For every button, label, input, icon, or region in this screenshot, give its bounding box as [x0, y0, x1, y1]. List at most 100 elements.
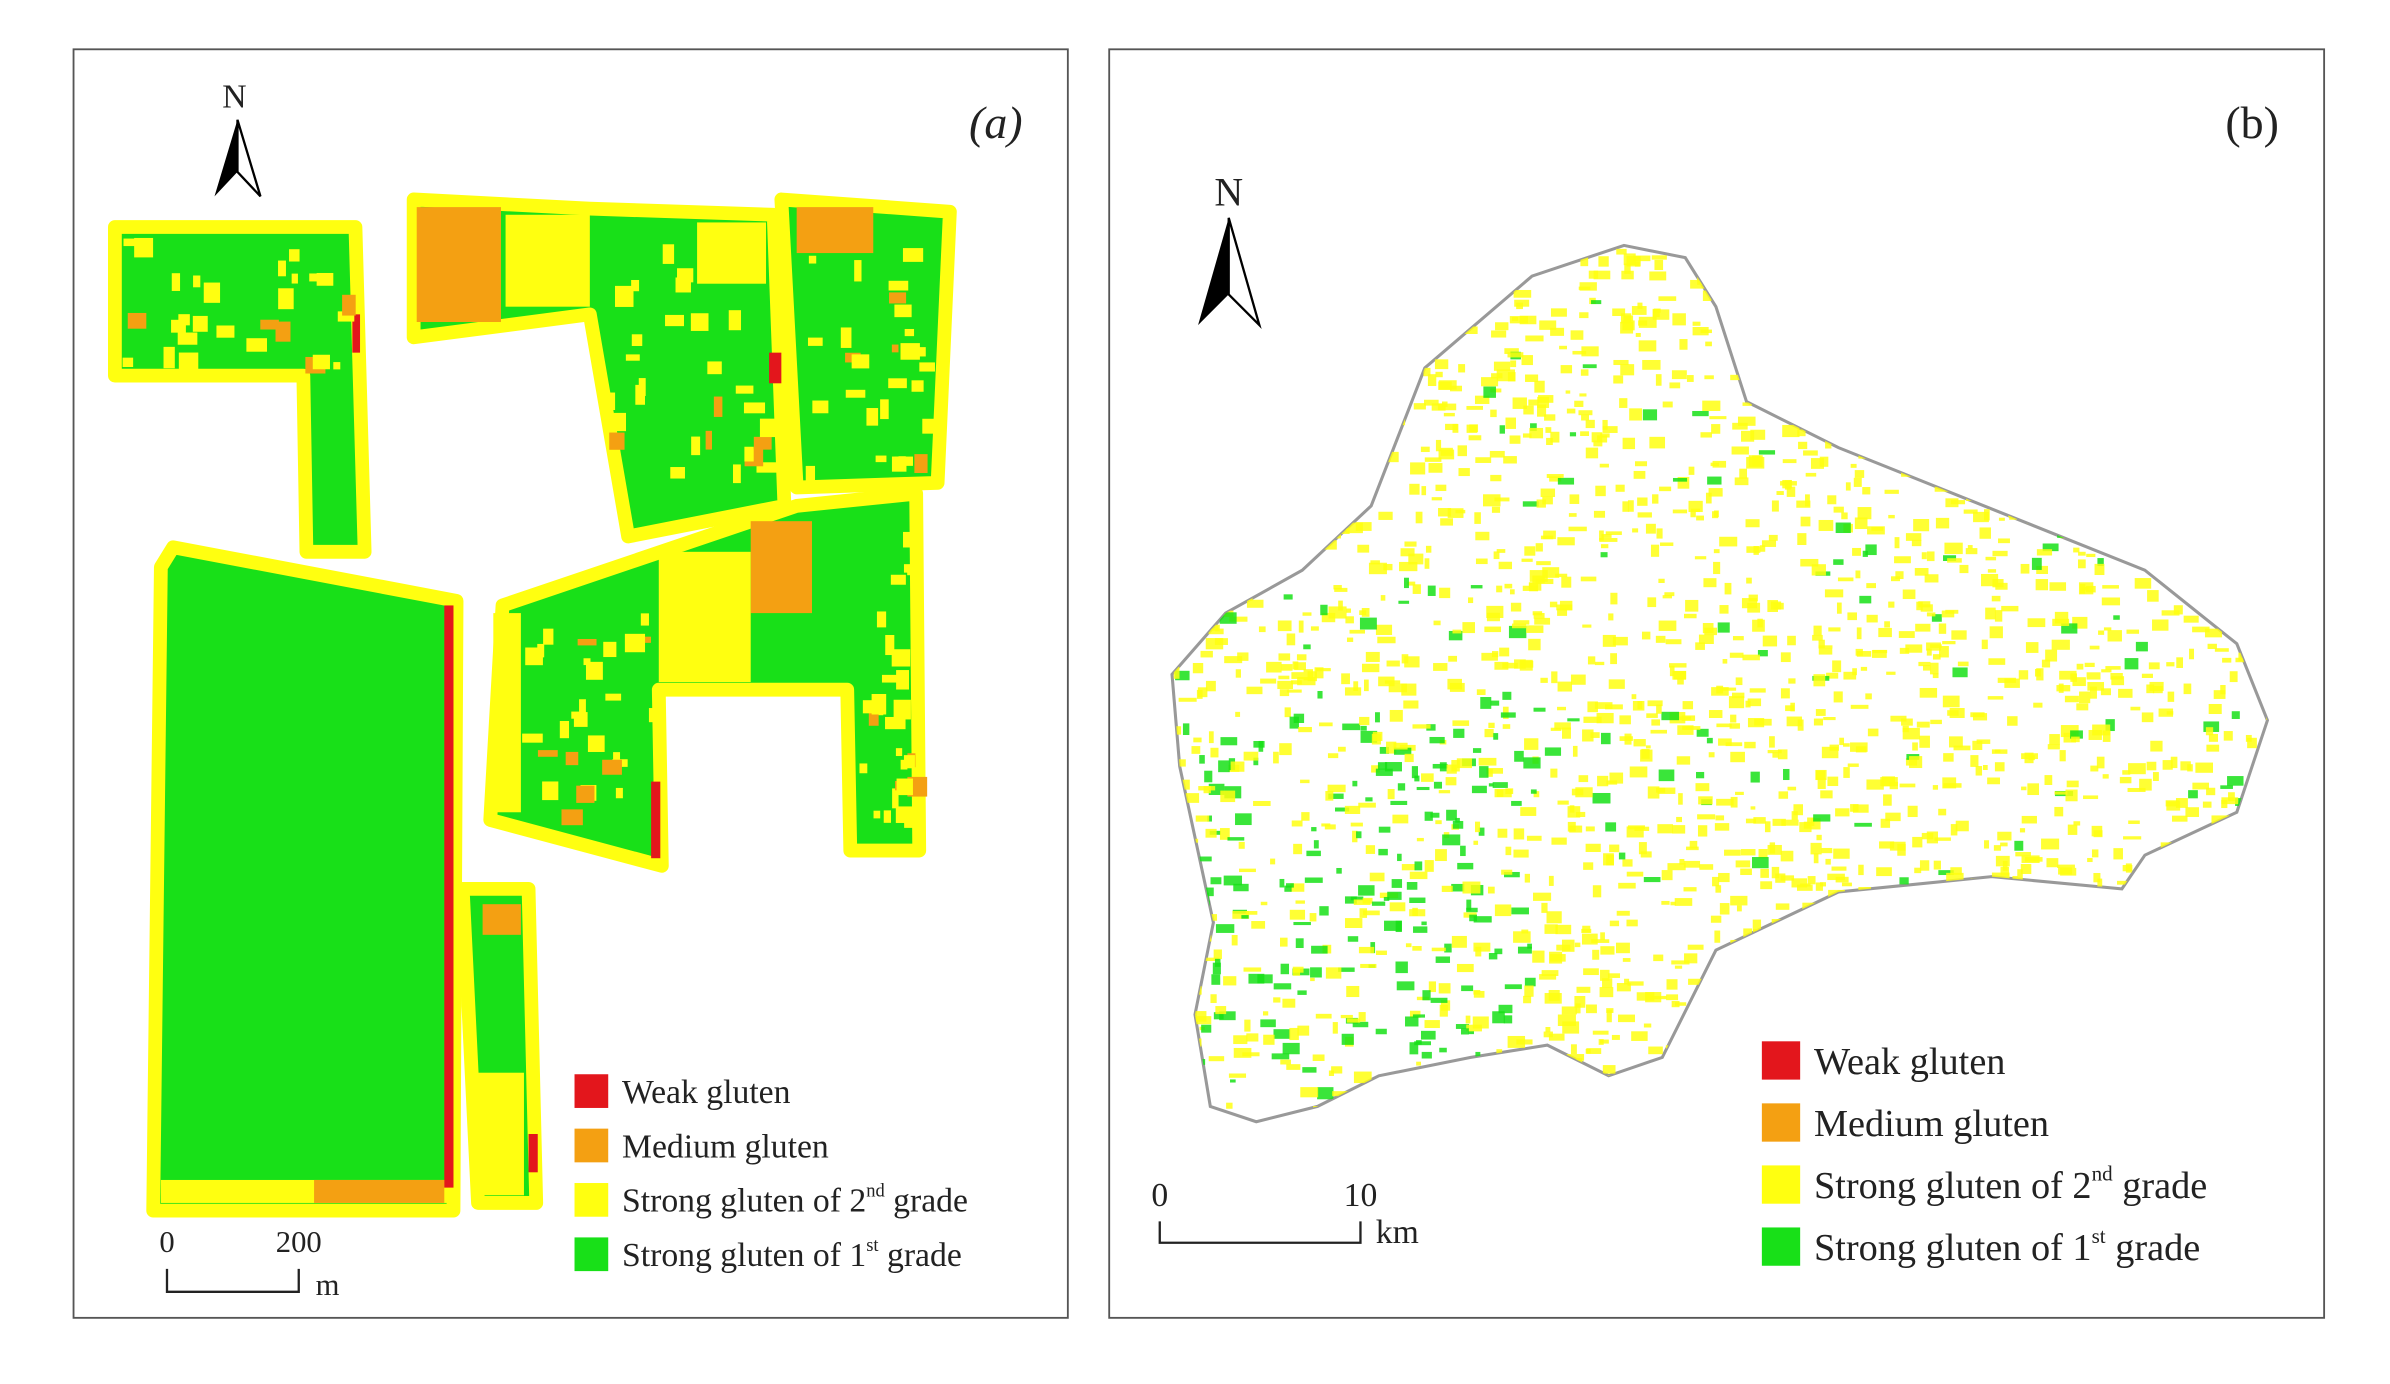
pixel	[2041, 659, 2051, 668]
pixel	[1676, 756, 1691, 765]
pixel	[1833, 559, 1844, 565]
field-patch	[163, 346, 175, 369]
pixel	[1683, 860, 1701, 868]
pixel	[1421, 1051, 1432, 1059]
pixel	[2206, 787, 2216, 796]
pixel	[1375, 1028, 1387, 1035]
pixel	[1713, 561, 1721, 575]
pixel	[1505, 788, 1514, 794]
field-patch	[631, 279, 640, 292]
pixel	[1457, 862, 1474, 870]
pixel	[2054, 791, 2068, 795]
pixel	[1847, 612, 1857, 621]
field-patch	[896, 778, 913, 796]
pixel	[1655, 374, 1662, 386]
pixel	[1749, 688, 1766, 693]
pixel	[1622, 958, 1631, 962]
pixel	[1706, 737, 1713, 744]
pixel	[1566, 408, 1576, 414]
pixel	[1228, 1073, 1247, 1078]
pixel	[1889, 781, 1898, 790]
pixel	[1338, 600, 1343, 611]
pixel	[1337, 746, 1346, 752]
pixel	[1279, 743, 1292, 756]
pixel	[2102, 585, 2119, 589]
pixel	[1650, 995, 1667, 1000]
pixel	[1412, 1014, 1425, 1018]
pixel	[1273, 1029, 1291, 1039]
pixel	[1769, 736, 1775, 748]
pixel	[1251, 921, 1266, 929]
pixel	[1640, 851, 1652, 858]
pixel	[1297, 1025, 1310, 1036]
pixel	[1511, 800, 1522, 806]
field-patch	[796, 207, 874, 254]
pixel	[1409, 1010, 1421, 1018]
field-patch	[543, 628, 554, 645]
pixel	[1482, 494, 1501, 507]
pixel	[1747, 698, 1762, 707]
pixel	[1712, 511, 1719, 519]
pixel	[1700, 432, 1712, 438]
pixel	[1658, 296, 1677, 301]
pixel	[1516, 1039, 1533, 1045]
pixel	[1657, 787, 1676, 794]
field-patch	[624, 633, 646, 653]
pixel	[1919, 735, 1930, 748]
pixel	[1952, 667, 1968, 678]
pixel	[1619, 736, 1633, 741]
pixel	[1237, 652, 1249, 661]
pixel	[2206, 744, 2220, 752]
pixel	[1657, 824, 1673, 834]
pixel	[1491, 373, 1503, 379]
pixel	[1557, 477, 1575, 485]
pixel	[1631, 1031, 1648, 1041]
scale-bar	[1158, 1221, 1362, 1244]
pixel	[1431, 403, 1446, 411]
pixel	[1246, 599, 1264, 608]
pixel	[1253, 740, 1265, 748]
pixel	[1568, 513, 1577, 517]
pixel	[2094, 563, 2105, 576]
pixel	[1525, 374, 1539, 382]
pixel	[1661, 870, 1673, 881]
pixel	[1468, 1030, 1474, 1035]
pixel	[1671, 370, 1687, 380]
pixel	[1739, 468, 1748, 479]
pixel	[1328, 1070, 1335, 1076]
field-patch	[178, 314, 190, 326]
pixel	[1679, 858, 1685, 865]
pixel	[1503, 1015, 1513, 1024]
pixel	[1899, 647, 1910, 654]
pixel	[1619, 715, 1631, 725]
field-patch	[648, 708, 660, 723]
pixel	[2222, 657, 2232, 663]
pixel	[1239, 868, 1256, 873]
pixel	[1667, 863, 1686, 871]
pixel	[1208, 625, 1219, 631]
pixel	[1787, 786, 1797, 791]
pixel	[1947, 710, 1959, 716]
pixel	[1570, 1044, 1577, 1055]
pixel	[1707, 476, 1722, 485]
pixel	[1345, 522, 1363, 534]
pixel	[2018, 670, 2029, 680]
pixel	[1363, 910, 1380, 916]
pixel	[1677, 677, 1684, 685]
pixel	[1204, 770, 1213, 783]
field-patch	[478, 1072, 524, 1196]
pixel	[1780, 875, 1795, 881]
pixel	[1760, 868, 1769, 878]
pixel	[1782, 424, 1800, 438]
field-patch	[892, 788, 899, 809]
pixel	[1942, 695, 1960, 708]
pixel	[1965, 548, 1978, 555]
pixel	[1989, 626, 2003, 639]
pixel	[1728, 696, 1745, 709]
pixel	[2208, 703, 2222, 715]
pixel	[1462, 622, 1475, 634]
pixel	[1280, 963, 1290, 975]
pixel	[1286, 1064, 1301, 1070]
pixel	[1371, 765, 1380, 773]
